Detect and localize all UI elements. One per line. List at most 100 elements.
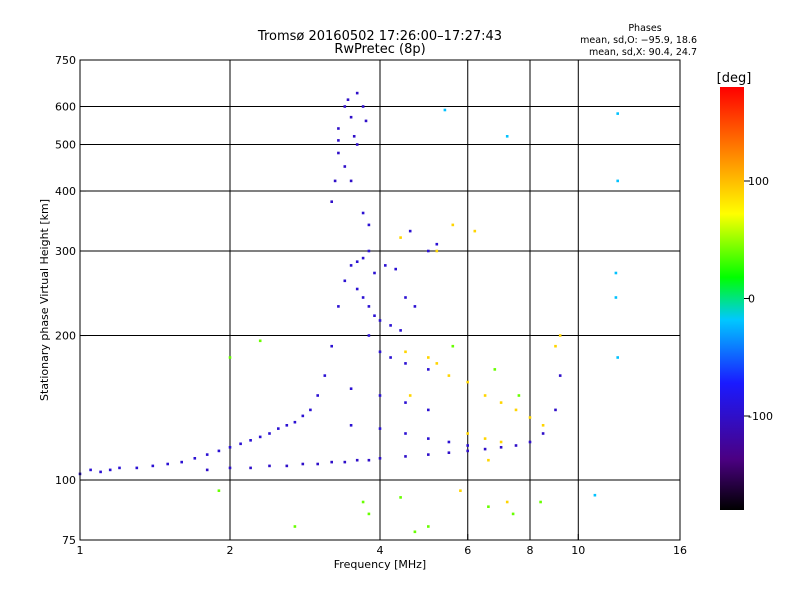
data-point	[316, 462, 319, 466]
data-point	[361, 256, 365, 260]
data-point	[404, 401, 407, 404]
x-tick-label: 10	[571, 544, 585, 557]
data-point	[466, 449, 469, 453]
data-point	[349, 264, 353, 267]
data-point	[616, 112, 619, 115]
data-point	[378, 319, 382, 322]
data-point	[505, 500, 509, 504]
data-point	[466, 380, 469, 384]
x-axis-label: Frequency [MHz]	[334, 558, 426, 571]
data-point	[616, 356, 619, 359]
grid-lines	[80, 60, 680, 540]
data-point	[349, 424, 353, 427]
data-point	[541, 424, 545, 427]
data-point	[205, 453, 209, 456]
data-point	[514, 444, 518, 447]
data-point	[361, 500, 365, 504]
data-point	[487, 458, 490, 462]
data-point	[408, 229, 412, 233]
data-point	[373, 271, 376, 275]
data-point	[499, 401, 503, 404]
data-point	[511, 512, 515, 516]
y-tick-label: 75	[62, 534, 76, 547]
data-point	[528, 416, 532, 419]
y-tick-label: 100	[55, 474, 76, 487]
data-point	[435, 362, 439, 365]
data-point	[451, 344, 455, 348]
data-point	[447, 451, 451, 454]
data-point	[558, 334, 562, 337]
data-point	[239, 442, 242, 446]
phase-info-o: mean, sd,O: −95.9, 18.6	[580, 35, 697, 46]
data-point	[205, 468, 209, 472]
data-point	[404, 432, 407, 435]
data-point	[343, 279, 347, 283]
data-point	[399, 329, 402, 332]
data-point	[427, 249, 430, 253]
data-point	[367, 305, 371, 308]
x-tick-label: 2	[227, 544, 234, 557]
colorbar-tick-label: 100	[748, 175, 769, 188]
data-point	[355, 260, 359, 263]
data-point	[517, 394, 521, 397]
data-point	[399, 236, 402, 239]
data-point	[118, 466, 121, 470]
data-point	[378, 394, 382, 397]
data-point	[435, 249, 439, 253]
data-point	[361, 211, 365, 215]
data-point	[337, 151, 340, 155]
data-point	[135, 466, 139, 470]
data-point	[528, 440, 532, 444]
colorbar-unit: [deg]	[717, 71, 752, 86]
data-point	[268, 464, 271, 468]
data-point	[514, 408, 518, 412]
data-point	[505, 135, 509, 138]
data-point	[487, 505, 490, 508]
data-point	[367, 458, 371, 462]
axis-ticks: 1 2 4 6 8 10 16 75 100 200 300 400 500 600 750	[55, 54, 687, 557]
data-point	[394, 267, 397, 271]
colorbar-tick-label: 0	[748, 293, 755, 306]
data-point	[389, 324, 392, 327]
data-point	[614, 271, 618, 275]
data-point	[249, 439, 252, 442]
data-point	[323, 374, 327, 377]
data-point	[217, 489, 221, 492]
data-point	[285, 464, 289, 468]
data-point	[355, 458, 359, 462]
y-axis-label: Stationary phase Virtual Height [km]	[38, 199, 51, 401]
x-tick-label: 8	[527, 544, 534, 557]
y-tick-label: 600	[55, 101, 76, 114]
data-point	[337, 305, 340, 308]
data-point	[447, 440, 451, 444]
data-point	[349, 179, 353, 183]
data-point	[337, 127, 340, 130]
x-tick-label: 1	[77, 544, 84, 557]
data-point	[558, 374, 562, 377]
data-point	[330, 460, 333, 464]
data-point	[378, 427, 382, 430]
data-point	[268, 432, 271, 435]
y-tick-label: 750	[55, 54, 76, 67]
data-point	[367, 512, 371, 516]
data-point	[384, 264, 387, 267]
data-point	[466, 432, 469, 435]
phase-info-x: mean, sd,X: 90.4, 24.7	[589, 47, 697, 58]
data-point	[343, 105, 347, 108]
data-point	[483, 394, 487, 397]
data-point	[217, 449, 221, 453]
data-point	[180, 460, 183, 464]
data-point	[349, 387, 353, 390]
data-point	[443, 108, 447, 112]
data-point	[378, 457, 382, 460]
data-point	[373, 314, 376, 317]
y-tick-label: 200	[55, 330, 76, 343]
data-point	[378, 350, 382, 354]
data-point	[361, 105, 365, 108]
data-point	[309, 408, 312, 412]
data-point	[352, 135, 356, 138]
data-point	[483, 447, 487, 451]
chart-title: Tromsø 20160502 17:26:00–17:27:43	[257, 29, 502, 44]
data-point	[389, 356, 392, 359]
y-tick-label: 500	[55, 139, 76, 152]
